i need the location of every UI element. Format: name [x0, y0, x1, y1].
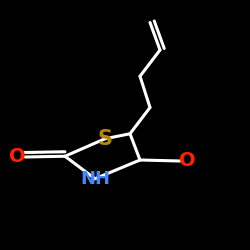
Text: S: S: [98, 129, 112, 149]
Text: NH: NH: [80, 170, 110, 188]
Text: O: O: [9, 148, 26, 167]
Text: O: O: [179, 152, 196, 171]
